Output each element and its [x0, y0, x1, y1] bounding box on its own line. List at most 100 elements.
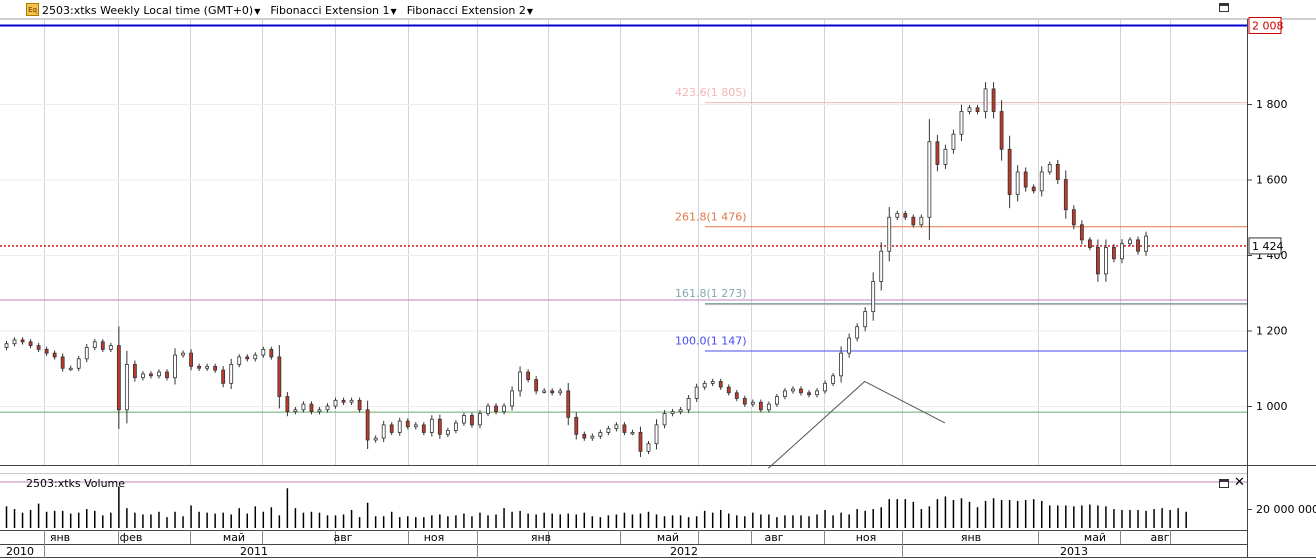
candle-body — [100, 341, 105, 350]
candle-body — [975, 107, 980, 112]
candle-body — [710, 381, 715, 384]
chart-title-menu[interactable]: 2503:xtks Weekly Local time (GMT+0)▼ — [42, 4, 260, 17]
fibonacci-extension-2-menu[interactable]: Fibonacci Extension 2▼ — [407, 4, 533, 17]
candle-body — [213, 365, 218, 371]
candle-body — [670, 411, 675, 414]
candle-body — [783, 390, 787, 397]
candle-body — [349, 399, 354, 403]
candle-body — [775, 396, 779, 405]
dropdown-caret-icon: ▼ — [390, 6, 397, 16]
candle-body — [526, 371, 531, 380]
fibonacci-anchor-zigzag — [768, 380, 946, 469]
candle-body — [365, 409, 370, 441]
candle-body — [927, 141, 932, 218]
candle-body — [229, 364, 234, 384]
candle-body — [847, 337, 852, 354]
candle-body — [911, 216, 916, 226]
x-axis-month-label: фев — [120, 531, 143, 544]
candle-body — [919, 216, 924, 226]
candle-body — [895, 213, 900, 218]
candle-body — [76, 358, 81, 369]
dropdown-caret-icon: ▼ — [254, 6, 261, 16]
top-level-badge — [1248, 16, 1282, 34]
candle-body — [189, 352, 193, 367]
candle-body — [1112, 247, 1116, 260]
candle-body — [285, 396, 290, 413]
candle-body — [662, 413, 667, 426]
candle-body — [887, 216, 892, 252]
maximize-price-panel-icon[interactable] — [1219, 3, 1229, 12]
candle-body — [742, 398, 747, 405]
candle-body — [205, 365, 210, 369]
candle-body — [445, 430, 450, 435]
fibonacci-level-label: 161.8(1 273) — [675, 287, 747, 300]
candle-body — [791, 388, 795, 392]
candle-body — [879, 250, 884, 282]
eq-icon: Eq — [26, 3, 39, 16]
candle-body — [357, 399, 362, 411]
y-axis-tick-label: 1 600 — [1256, 174, 1288, 187]
x-axis-year-label: 2010 — [6, 545, 34, 558]
x-axis-month-label: ноя — [856, 531, 877, 544]
fibonacci-extension-2-label: Fibonacci Extension 2 — [406, 3, 526, 17]
x-axis-year-label: 2013 — [1060, 545, 1088, 558]
candle-body — [221, 369, 226, 384]
candle-body — [389, 424, 394, 433]
candle-body — [734, 392, 739, 399]
candle-body — [462, 415, 466, 424]
candle-body — [702, 382, 707, 388]
candle-body — [429, 418, 434, 433]
dropdown-caret-icon: ▼ — [526, 6, 533, 16]
fibonacci-level-label: 423.6(1 805) — [675, 86, 747, 99]
candle-body — [141, 373, 145, 379]
candle-body — [654, 424, 659, 445]
candle-body — [1087, 239, 1092, 248]
candle-body — [678, 409, 683, 413]
maximize-volume-panel-icon[interactable] — [1219, 479, 1229, 488]
x-axis-month-label: май — [223, 531, 245, 544]
candle-body — [157, 371, 161, 377]
candle-body — [373, 437, 378, 441]
fibonacci-extension-1-menu[interactable]: Fibonacci Extension 1▼ — [270, 4, 396, 17]
x-axis-month-label: ноя — [424, 531, 445, 544]
candle-body — [1039, 171, 1044, 192]
candle-body — [253, 354, 258, 360]
x-axis-month-label: май — [1084, 531, 1106, 544]
candle-body — [718, 381, 723, 388]
candle-body — [630, 432, 635, 435]
candle-body — [1023, 171, 1028, 188]
candle-body — [766, 403, 771, 411]
candle-body — [863, 311, 868, 328]
candle-body — [967, 107, 972, 112]
volume-axis-tick-label: 20 000 000 — [1256, 503, 1316, 516]
candle-body — [325, 405, 330, 411]
candle-body — [534, 379, 539, 392]
candle-body — [44, 348, 49, 354]
candle-body — [831, 375, 835, 384]
candle-body — [237, 356, 242, 365]
candle-body — [494, 405, 498, 413]
fibonacci-level-label: 261.8(1 476) — [675, 210, 747, 223]
candle-body — [149, 373, 153, 377]
candle-body — [84, 347, 89, 360]
x-axis-month-label: янв — [50, 531, 70, 544]
x-axis-month-label: авг — [333, 531, 352, 544]
candle-body — [486, 405, 490, 414]
candle-body — [421, 424, 426, 433]
candle-body — [1144, 235, 1148, 252]
volume-panel-label: 2503:xtks Volume — [26, 477, 126, 490]
candle-body — [550, 390, 555, 394]
candle-body — [1031, 186, 1036, 192]
candle-body — [197, 365, 202, 369]
close-volume-panel-icon[interactable]: ✕ — [1234, 475, 1245, 490]
candle-body — [815, 390, 819, 396]
candle-body — [28, 341, 33, 347]
candle-body — [413, 424, 418, 428]
candle-body — [823, 382, 827, 392]
candle-body — [165, 371, 169, 379]
candle-body — [4, 343, 9, 348]
candle-body — [542, 390, 547, 393]
candle-body — [1055, 163, 1060, 180]
